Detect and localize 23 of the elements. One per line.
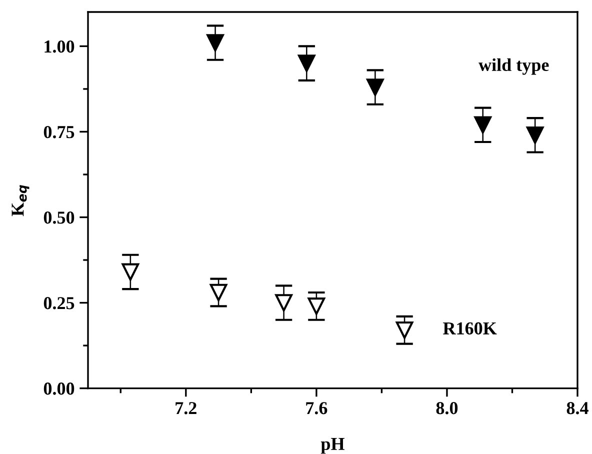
point	[122, 263, 140, 281]
x-tick-label: 8.4	[566, 402, 588, 414]
y-axis-title: K$_{eq}$	[12, 184, 30, 216]
y-tick-label: 0.00	[44, 382, 74, 395]
x-tick-label: 8.0	[436, 402, 458, 414]
point	[298, 54, 316, 72]
point	[308, 298, 326, 315]
x-tick-label: 7.2	[176, 402, 196, 414]
point	[474, 116, 492, 134]
x-axis-title: pH	[320, 438, 344, 454]
y-tick-label: 1.00	[44, 40, 74, 53]
series-label: R160K	[443, 322, 497, 334]
text: wild type	[478, 58, 549, 75]
point	[206, 34, 224, 52]
point	[526, 126, 544, 144]
point	[396, 321, 414, 339]
point	[210, 284, 228, 302]
x-tick-label: 7.6	[306, 402, 328, 414]
point	[275, 294, 292, 312]
y-tick-label: 0.50	[44, 212, 74, 224]
point	[366, 78, 384, 96]
y-tick-label: 0.75	[44, 126, 74, 138]
y-tick-label: 0.25	[44, 297, 74, 310]
